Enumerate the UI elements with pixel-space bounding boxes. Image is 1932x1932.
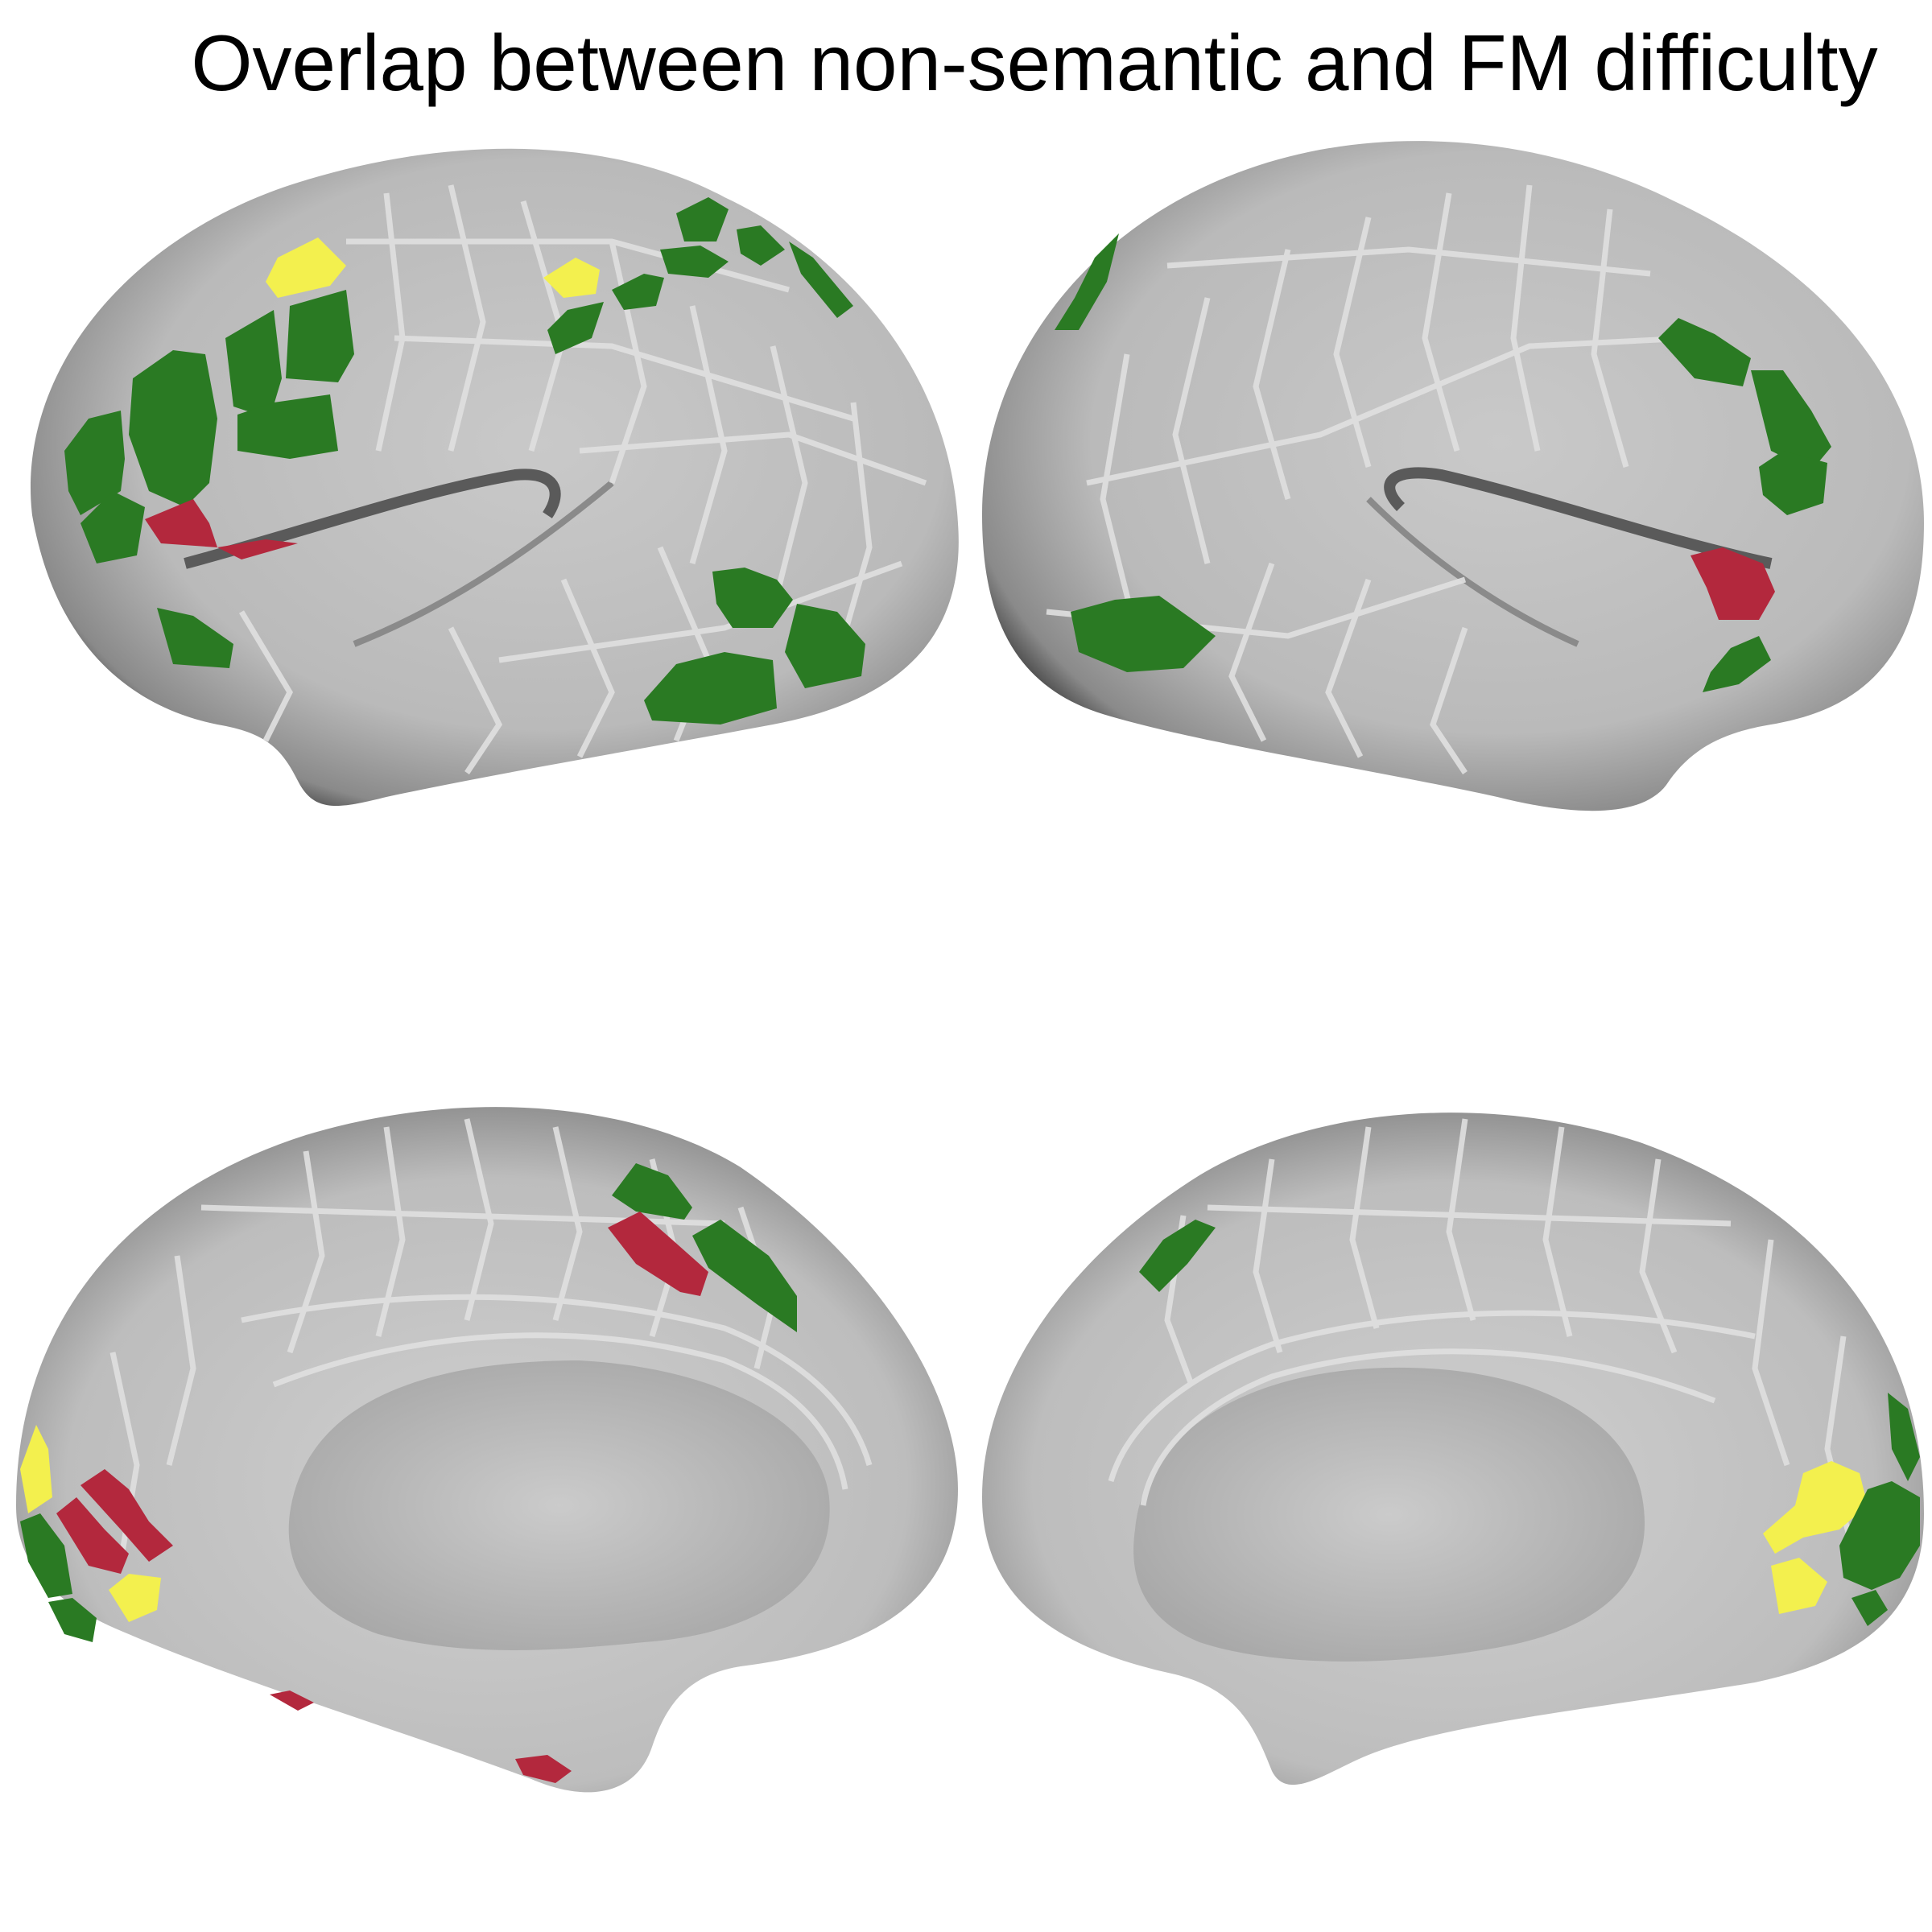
- left-lateral-view: [30, 148, 959, 807]
- right-medial-view: [982, 1113, 1924, 1785]
- parcel-green: [644, 652, 777, 724]
- parcel-red: [56, 1497, 129, 1574]
- parcel-red: [80, 1469, 173, 1562]
- parcel-green: [676, 197, 729, 242]
- right-lateral-view: [982, 141, 1924, 811]
- parcel-green: [20, 1513, 72, 1598]
- parcel-green: [612, 1163, 692, 1220]
- parcel-green: [286, 290, 354, 382]
- left-medial-wall: [288, 1360, 830, 1650]
- parcel-green: [612, 274, 664, 310]
- parcel-red: [608, 1212, 708, 1296]
- parcel-yellow: [543, 258, 600, 298]
- right-sylvian-fissure: [1384, 467, 1773, 569]
- parcel-green: [129, 350, 217, 507]
- parcel-red: [1690, 547, 1775, 620]
- right-medial-parcel-borders: [1108, 1118, 1855, 1546]
- parcel-green: [789, 242, 853, 318]
- parcel-green: [785, 604, 865, 688]
- left-sylvian-fissure: [184, 469, 561, 569]
- right-lateral-parcels: [1055, 233, 1831, 692]
- parcel-red: [270, 1690, 314, 1711]
- left-lateral-parcel-borders: [238, 184, 927, 774]
- parcel-green: [692, 1220, 797, 1332]
- parcel-yellow: [266, 237, 346, 298]
- left-medial-parcel-borders: [109, 1118, 873, 1563]
- parcel-green: [1658, 318, 1751, 386]
- parcel-green: [1852, 1590, 1888, 1626]
- parcel-green: [1071, 596, 1216, 672]
- parcel-green: [225, 310, 282, 419]
- left-lateral-parcels: [64, 197, 865, 724]
- parcel-green: [660, 246, 729, 278]
- parcel-green: [737, 225, 785, 266]
- parcel-green: [1139, 1220, 1216, 1292]
- right-medial-wall: [1133, 1367, 1645, 1662]
- parcel-red: [217, 539, 298, 559]
- left-sts-groove: [353, 480, 614, 647]
- parcel-green: [157, 608, 233, 668]
- right-medial-parcels: [1139, 1220, 1920, 1626]
- parcel-yellow: [1763, 1461, 1868, 1554]
- parcel-red: [515, 1755, 572, 1783]
- parcel-green: [1759, 451, 1827, 515]
- parcel-green: [1703, 636, 1771, 692]
- parcel-green: [1888, 1393, 1920, 1481]
- parcel-green: [1839, 1481, 1920, 1590]
- parcel-green: [1751, 370, 1831, 471]
- parcel-green: [712, 568, 793, 628]
- left-medial-parcels: [20, 1163, 797, 1783]
- right-lateral-parcel-borders: [1046, 184, 1691, 774]
- left-medial-view: [16, 1107, 958, 1793]
- parcel-red: [145, 499, 217, 547]
- parcel-yellow: [1771, 1558, 1827, 1614]
- parcel-green: [48, 1598, 97, 1642]
- parcel-green: [547, 302, 604, 354]
- parcel-green: [237, 394, 338, 459]
- parcel-yellow: [20, 1425, 52, 1513]
- right-sts-groove: [1366, 497, 1579, 647]
- parcel-green: [64, 411, 125, 515]
- parcel-green: [80, 491, 145, 564]
- figure-title: Overlap between non-semantic and FM diff…: [191, 19, 1878, 107]
- parcel-yellow: [109, 1574, 161, 1622]
- parcel-green: [1055, 233, 1119, 330]
